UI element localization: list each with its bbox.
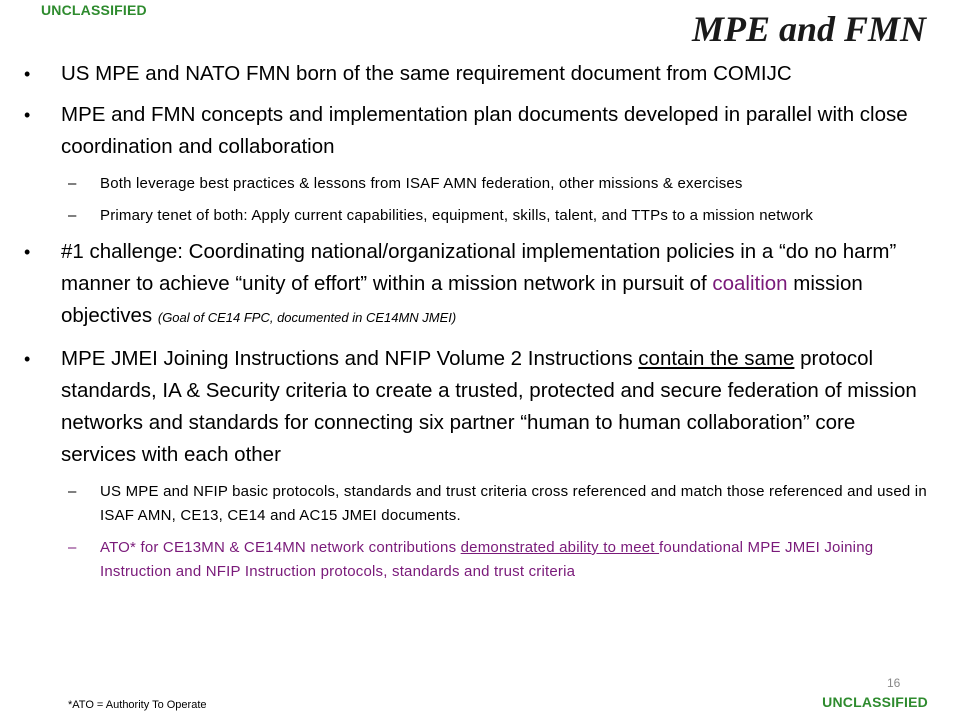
sub-bullet-2-2: – Primary tenet of both: Apply current c… [24,204,930,228]
page-number: 16 [887,676,901,690]
sub-bullet-4-1-text: US MPE and NFIP basic protocols, standar… [100,483,927,524]
bullet-4-text: MPE JMEI Joining Instructions and NFIP V… [61,347,639,370]
classification-top: UNCLASSIFIED [41,2,147,18]
sub-bullet-2-1-text: Both leverage best practices & lessons f… [100,175,743,192]
sub-bullet-4-2-text-post: foundational MPE JMEI Joining Instructio… [100,539,874,580]
sub-bullet-4-2-text: ATO* for CE13MN & CE14MN network contrib… [100,539,461,556]
dash-icon: – [68,175,77,192]
bullet-dot-icon: • [24,105,31,125]
bullet-1-text: US MPE and NATO FMN born of the same req… [61,62,792,85]
coalition-word: coalition [712,272,788,295]
bullet-2: • MPE and FMN concepts and implementatio… [24,99,930,163]
bullet-dot-icon: • [24,242,31,262]
bullet-4-text-post: protocol standards, IA & Security criter… [61,347,917,466]
bullet-dot-icon: • [24,64,31,84]
bullet-4-underline: contain the same [638,347,795,370]
sub-bullet-4-2: – ATO* for CE13MN & CE14MN network contr… [24,536,930,584]
bullet-3-text: #1 challenge: Coordinating national/orga… [61,240,897,295]
sub-bullet-4-2-underline: demonstrated ability to meet [460,539,660,556]
footnote: *ATO = Authority To Operate [68,699,207,711]
bullet-1: • US MPE and NATO FMN born of the same r… [24,58,930,90]
bullet-3: • #1 challenge: Coordinating national/or… [24,236,930,334]
sub-bullet-4-1: – US MPE and NFIP basic protocols, stand… [24,480,930,528]
classification-bottom: UNCLASSIFIED [822,694,928,710]
bullet-4: • MPE JMEI Joining Instructions and NFIP… [24,343,930,471]
sub-bullet-2-1: – Both leverage best practices & lessons… [24,172,930,196]
dash-icon: – [68,207,77,224]
bullet-2-text: MPE and FMN concepts and implementation … [61,103,908,158]
slide-content: • US MPE and NATO FMN born of the same r… [24,58,930,592]
sub-bullet-2-2-text: Primary tenet of both: Apply current cap… [100,207,814,224]
bullet-3-note: (Goal of CE14 FPC, documented in CE14MN … [157,310,457,325]
bullet-3-text-post: mission objectives [61,272,863,327]
dash-icon: – [68,539,77,556]
bullet-dot-icon: • [24,349,31,369]
slide-title: MPE and FMN [691,9,926,49]
dash-icon: – [68,483,77,500]
